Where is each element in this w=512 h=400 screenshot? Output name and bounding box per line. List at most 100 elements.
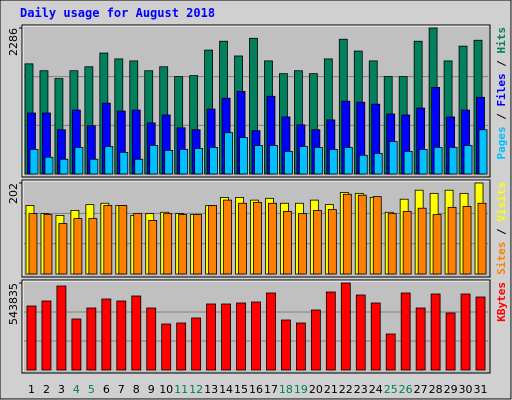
legend-entry: Files (495, 73, 508, 106)
bar (73, 218, 83, 275)
bar (477, 202, 487, 275)
bar (43, 214, 53, 275)
bar (208, 205, 217, 275)
bar (284, 150, 293, 175)
bar (56, 285, 67, 371)
bar (224, 132, 233, 175)
bar (462, 206, 472, 275)
bar (88, 218, 98, 275)
bar (296, 322, 306, 371)
bar (283, 210, 292, 275)
x-tick-label: 23 (354, 383, 368, 396)
x-tick-label: 3 (58, 383, 65, 396)
x-tick-label: 7 (118, 383, 125, 396)
x-tick-label: 16 (249, 383, 263, 396)
x-tick-label: 22 (339, 383, 353, 396)
x-tick-label: 5 (88, 383, 95, 396)
y-tick-label: 2286 (7, 28, 20, 56)
x-tick-label: 29 (444, 383, 458, 396)
bar (161, 323, 172, 371)
bar (403, 150, 413, 175)
bar (178, 214, 188, 275)
bar (104, 146, 114, 175)
bar (118, 205, 128, 275)
bar (149, 145, 159, 175)
bar (251, 301, 261, 371)
x-tick-label: 24 (369, 383, 383, 396)
bar (101, 298, 112, 371)
bar (148, 219, 158, 275)
bar (253, 201, 262, 275)
x-tick-label: 18 (279, 383, 293, 396)
bar (86, 307, 97, 371)
x-tick-label: 31 (474, 383, 488, 396)
bar (209, 147, 218, 175)
bar (327, 209, 337, 275)
bar (223, 199, 232, 275)
legend-entry: Sites (495, 242, 508, 275)
bar (342, 193, 352, 275)
bar (355, 294, 366, 371)
bar (268, 202, 277, 275)
bar (358, 154, 368, 175)
bar (415, 307, 426, 371)
bar (448, 147, 458, 175)
legend-separator: / (495, 107, 508, 127)
bar (298, 213, 307, 275)
bar (385, 333, 396, 371)
bar (29, 149, 39, 175)
bar (254, 145, 263, 175)
bar (238, 202, 247, 275)
bar (236, 302, 246, 371)
y-tick-label: 202 (7, 183, 20, 204)
legend-entry: Pages (495, 126, 508, 159)
x-tick-label: 21 (324, 383, 338, 396)
x-tick-label: 26 (399, 383, 413, 396)
legend: KBytes (495, 282, 508, 322)
bar (146, 307, 157, 371)
x-tick-label: 20 (309, 383, 323, 396)
x-tick-label: 11 (174, 383, 188, 396)
bar (133, 213, 143, 275)
bar (193, 214, 203, 275)
bar (432, 214, 442, 275)
legend-separator: / (495, 54, 508, 74)
bar (26, 305, 37, 371)
bar (463, 145, 473, 175)
bar (41, 300, 52, 371)
bar (372, 196, 382, 275)
bar (357, 194, 367, 275)
x-tick-label: 12 (189, 383, 203, 396)
bar (89, 158, 99, 175)
bar (206, 303, 216, 371)
bar (430, 293, 441, 371)
x-tick-label: 4 (73, 383, 80, 396)
bar (313, 147, 323, 175)
bar (299, 146, 308, 175)
bar (266, 292, 276, 371)
x-tick-label: 9 (148, 383, 155, 396)
bar (58, 223, 68, 275)
legend-entry: KBytes (495, 282, 508, 322)
y-tick-label: 543835 (7, 283, 20, 325)
bar (134, 158, 144, 175)
x-tick-label: 27 (414, 383, 428, 396)
legend: Pages / Files / Hits (495, 27, 508, 160)
legend-separator: / (495, 222, 508, 242)
bar (44, 156, 54, 175)
bar (418, 149, 428, 175)
bar (71, 318, 82, 371)
bar (74, 147, 84, 175)
bar (103, 205, 113, 275)
x-tick-label: 17 (264, 383, 278, 396)
bar (433, 147, 443, 175)
chart-title: Daily usage for August 2018 (20, 6, 215, 20)
bar (194, 148, 204, 175)
legend-entry: Visits (495, 182, 508, 222)
bar (445, 312, 456, 371)
x-tick-label: 6 (103, 383, 110, 396)
x-tick-label: 8 (133, 383, 140, 396)
x-tick-label: 1 (28, 383, 35, 396)
bar (281, 319, 291, 371)
